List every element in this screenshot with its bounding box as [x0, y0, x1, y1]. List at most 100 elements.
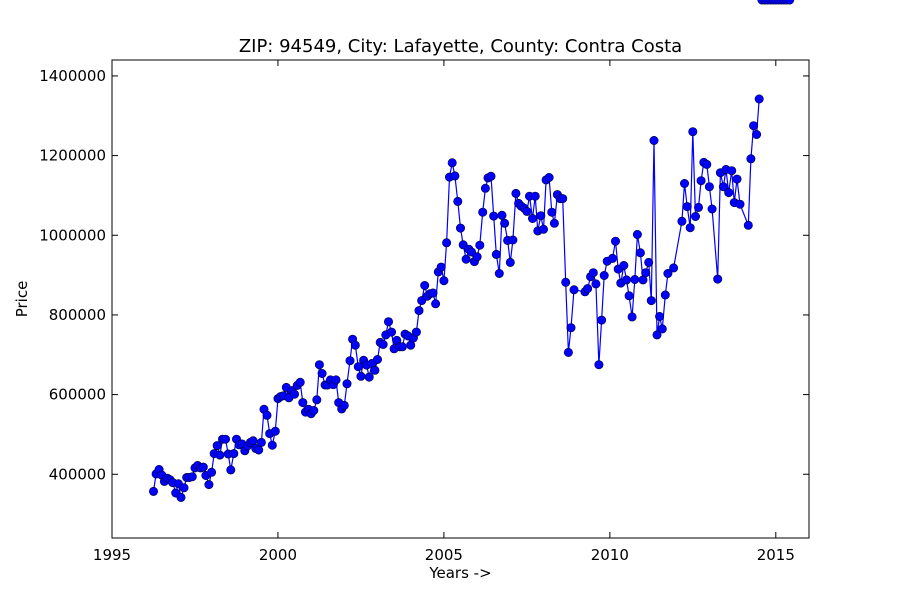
- data-point: [669, 263, 679, 273]
- data-point: [461, 254, 471, 264]
- data-point: [500, 218, 510, 228]
- data-point: [386, 327, 396, 337]
- data-point: [254, 445, 264, 455]
- data-point: [505, 257, 515, 267]
- data-point: [563, 347, 573, 357]
- x-axis-label: Years ->: [428, 564, 491, 582]
- data-point: [735, 199, 745, 209]
- data-point: [204, 480, 214, 490]
- data-point: [594, 360, 604, 370]
- data-point: [743, 220, 753, 230]
- data-point: [298, 398, 308, 408]
- data-point: [411, 327, 421, 337]
- data-point: [309, 405, 319, 415]
- data-point: [652, 330, 662, 340]
- data-point: [688, 127, 698, 137]
- data-point: [478, 207, 488, 217]
- data-point: [317, 368, 327, 378]
- data-point: [630, 274, 640, 284]
- data-point: [364, 372, 374, 382]
- data-point: [713, 274, 723, 284]
- data-point: [522, 206, 532, 216]
- data-point: [591, 279, 601, 289]
- data-point: [624, 291, 634, 301]
- data-point: [527, 214, 537, 224]
- series-marker-layer: [149, 0, 795, 502]
- data-point: [295, 377, 305, 387]
- data-point: [489, 211, 499, 221]
- y-tick-label: 600000: [49, 386, 106, 404]
- data-point: [660, 290, 670, 300]
- data-point: [378, 339, 388, 349]
- data-point: [221, 434, 231, 444]
- data-point: [187, 472, 197, 482]
- data-point: [420, 280, 430, 290]
- y-tick-label: 1400000: [39, 67, 106, 85]
- data-point: [544, 173, 554, 183]
- x-tick-label: 2015: [757, 546, 795, 564]
- x-tick-label: 2000: [259, 546, 297, 564]
- data-point: [455, 223, 465, 233]
- data-point: [176, 492, 186, 502]
- data-point: [685, 223, 695, 233]
- data-point: [655, 311, 665, 321]
- data-point: [370, 365, 380, 375]
- data-point: [453, 196, 463, 206]
- data-point: [569, 285, 579, 295]
- data-point: [428, 288, 438, 298]
- data-point: [693, 202, 703, 212]
- data-point: [752, 130, 762, 140]
- data-point: [607, 253, 617, 263]
- data-point: [641, 268, 651, 278]
- data-point: [754, 94, 764, 104]
- data-point: [447, 158, 457, 168]
- data-point: [314, 360, 324, 370]
- data-point: [549, 218, 559, 228]
- plot-frame: [111, 59, 810, 539]
- data-point: [588, 268, 598, 278]
- data-point: [229, 449, 239, 459]
- data-point: [558, 194, 568, 204]
- data-point: [690, 212, 700, 222]
- y-tick-label: 1200000: [39, 147, 106, 165]
- data-point: [179, 483, 189, 493]
- data-point: [508, 235, 518, 245]
- data-point: [696, 176, 706, 186]
- data-point: [644, 257, 654, 267]
- data-point: [486, 171, 496, 181]
- data-point: [599, 270, 609, 280]
- data-point: [312, 395, 322, 405]
- data-point: [475, 240, 485, 250]
- data-point: [702, 159, 712, 169]
- data-point: [342, 379, 352, 389]
- data-point: [707, 204, 717, 214]
- data-point: [356, 371, 366, 381]
- data-point: [566, 323, 576, 333]
- data-point: [494, 268, 504, 278]
- data-point: [536, 211, 546, 221]
- data-point: [414, 306, 424, 316]
- data-point: [472, 252, 482, 262]
- data-point: [372, 354, 382, 364]
- data-point: [248, 436, 258, 446]
- data-point: [746, 154, 756, 164]
- data-point: [212, 441, 222, 451]
- data-point: [583, 284, 593, 294]
- data-point: [431, 299, 441, 309]
- x-tick-label: 2005: [425, 546, 463, 564]
- data-point: [207, 467, 217, 477]
- data-point: [632, 230, 642, 240]
- data-point: [597, 315, 607, 325]
- data-point: [724, 188, 734, 198]
- data-point: [383, 317, 393, 327]
- y-axis-label: Price: [13, 281, 31, 318]
- data-point: [657, 324, 667, 334]
- data-point: [718, 182, 728, 192]
- y-tick-label: 400000: [49, 465, 106, 483]
- data-point: [331, 375, 341, 385]
- axis-ticks: 1995 2000 2005 2010 2015 400000 600000 800000 10…: [39, 60, 809, 564]
- data-point: [547, 207, 557, 217]
- data-point: [511, 188, 521, 198]
- data-point: [646, 296, 656, 306]
